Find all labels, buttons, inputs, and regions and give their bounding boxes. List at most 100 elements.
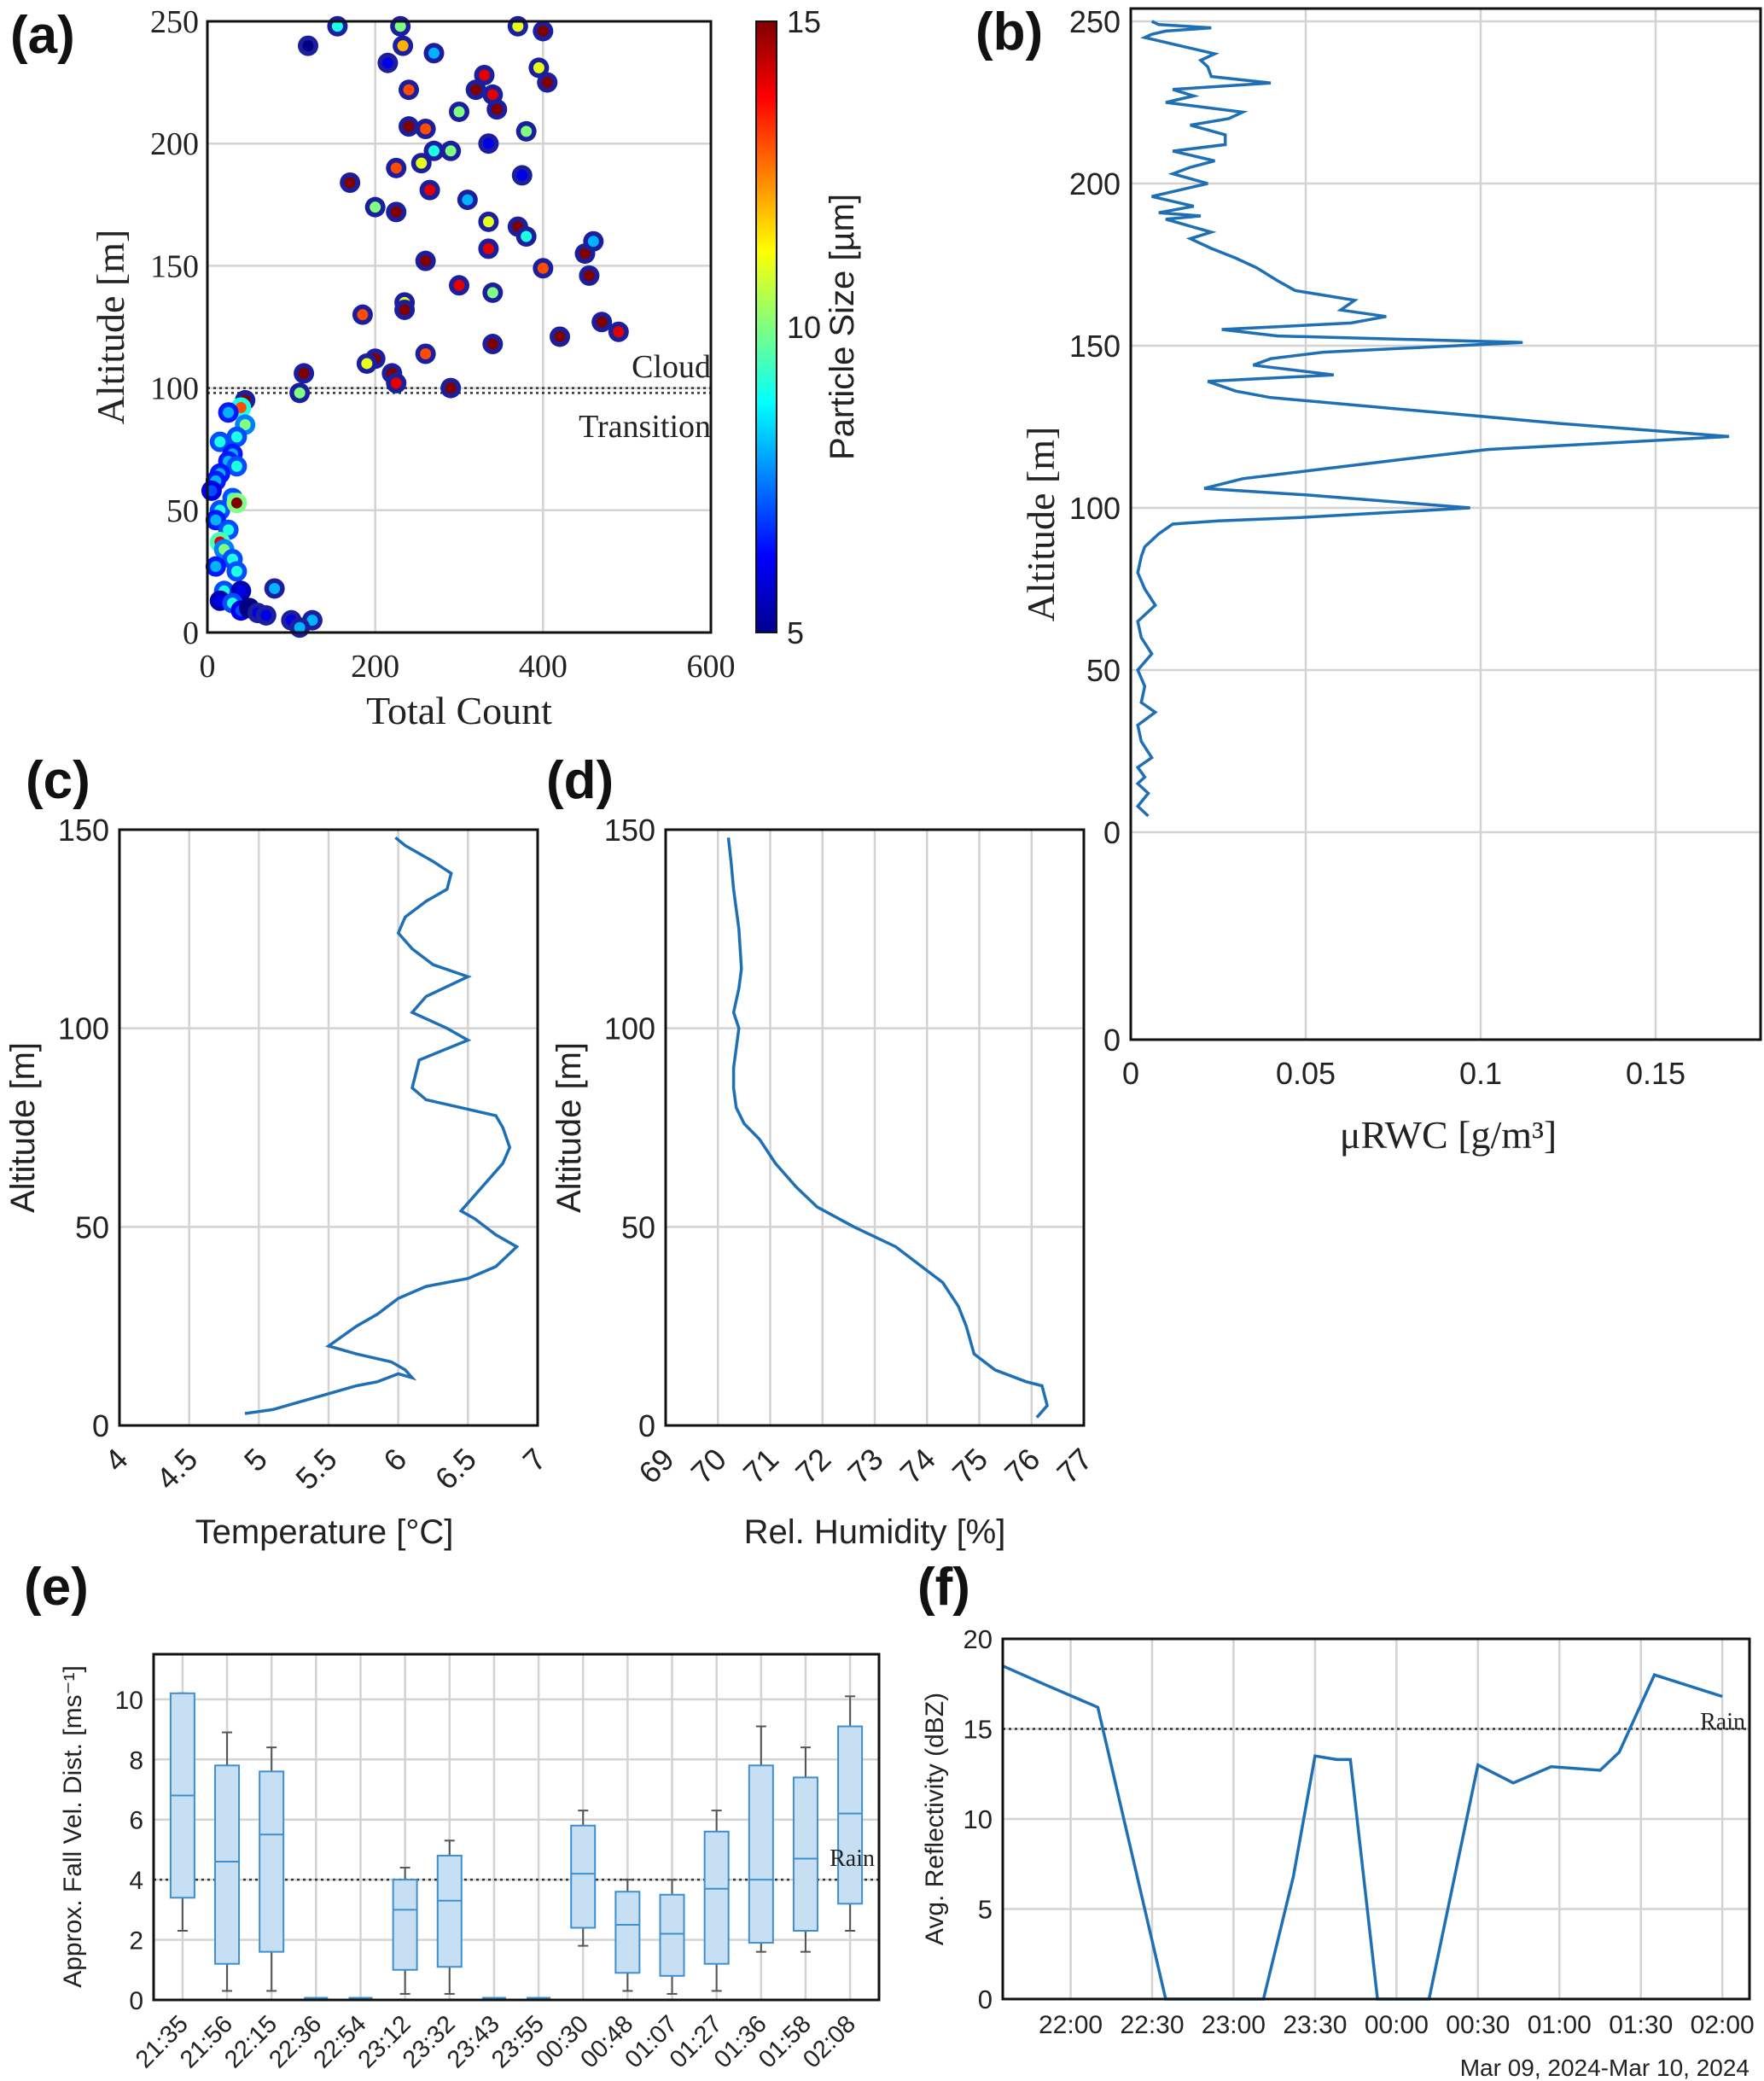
- scatter-point: [235, 585, 247, 597]
- x-tick-label: 7: [516, 1442, 553, 1478]
- panel-c: (c) 4 4.5 5 5.5 6 6.5 7 0 50 100 150 Temperature […: [4, 751, 553, 1551]
- panel-a-xlabel: Total Count: [366, 689, 552, 732]
- scatter-point: [453, 106, 465, 118]
- y-tick-label: 250: [150, 4, 199, 40]
- scatter-point: [269, 582, 281, 594]
- scatter-point: [428, 145, 440, 157]
- x-tick-label: 0.1: [1459, 1056, 1502, 1091]
- x-tick-label: 75: [946, 1442, 994, 1490]
- scatter-point: [397, 40, 409, 52]
- y-tick-label: 250: [1069, 4, 1121, 39]
- panel-f-ylabel: Avg. Reflectivity (dBZ): [921, 1693, 949, 1945]
- y-tick-label: 6: [129, 1807, 143, 1835]
- scatter-point: [403, 84, 415, 96]
- temperature-profile-line: [244, 836, 520, 1415]
- x-tick-label: 5: [237, 1442, 274, 1478]
- scatter-point: [294, 387, 306, 399]
- panel-e-axes: [152, 1653, 881, 2002]
- scatter-point: [579, 248, 591, 259]
- reflectivity-line: [1002, 1664, 1723, 2001]
- x-tick-label: 71: [736, 1442, 785, 1490]
- scatter-point: [357, 309, 369, 321]
- x-tick-label: 0.05: [1276, 1056, 1336, 1091]
- x-tick-label: 02:08: [798, 2010, 861, 2073]
- scatter-point: [390, 162, 402, 174]
- y-tick-label: 0: [1103, 1023, 1121, 1058]
- y-tick-label: 2: [129, 1927, 143, 1956]
- scatter-point: [294, 621, 306, 633]
- scatter-point: [390, 377, 402, 389]
- colorbar-tick-label: 10: [787, 310, 821, 345]
- scatter-point: [230, 565, 242, 577]
- y-tick-label: 4: [129, 1867, 143, 1895]
- rain-annotation-e: Rain: [830, 1845, 875, 1872]
- y-tick-label: 50: [75, 1210, 109, 1245]
- box: [837, 1725, 864, 1905]
- scatter-point: [512, 20, 524, 32]
- scatter-point: [344, 177, 356, 189]
- y-tick-label: 150: [150, 248, 199, 284]
- scatter-point: [516, 169, 528, 181]
- y-tick-label: 0: [129, 1987, 143, 2015]
- scatter-point: [541, 77, 553, 89]
- scatter-point: [486, 89, 498, 101]
- box: [748, 1764, 774, 1944]
- scatter-point: [206, 485, 218, 497]
- colorbar: [755, 20, 777, 633]
- scatter-point: [486, 287, 498, 299]
- y-tick-label: 50: [1086, 653, 1121, 688]
- x-tick-label: 200: [351, 649, 399, 685]
- x-tick-label: 72: [789, 1442, 837, 1490]
- x-tick-label: 76: [998, 1442, 1046, 1490]
- panel-c-axes: [118, 828, 539, 1427]
- x-tick-label: 23:30: [1283, 2011, 1347, 2039]
- x-tick-label: 77: [1050, 1442, 1098, 1490]
- scatter-point: [537, 262, 549, 274]
- panel-c-xlabel: Temperature [°C]: [195, 1513, 454, 1551]
- panel-f-axes: [1001, 1637, 1751, 2001]
- y-tick-label: 150: [58, 813, 109, 848]
- scatter-point: [394, 20, 406, 32]
- y-tick-label: 200: [1069, 166, 1121, 201]
- scatter-point: [331, 20, 343, 32]
- scatter-point: [613, 326, 625, 338]
- x-tick-label: 6.5: [428, 1442, 483, 1496]
- colorbar-tick-label: 5: [787, 615, 804, 650]
- scatter-point: [424, 184, 436, 196]
- scatter-point: [445, 382, 457, 394]
- panel-d-label: (d): [546, 751, 614, 810]
- scatter-point: [491, 103, 503, 115]
- y-tick-label: 50: [621, 1210, 655, 1245]
- scatter-point: [214, 436, 226, 448]
- scatter-point: [554, 330, 566, 342]
- transition-annotation: Transition: [579, 409, 711, 445]
- scatter-point: [230, 497, 242, 509]
- panel-d-axes: [664, 828, 1086, 1427]
- y-tick-label: 10: [115, 1687, 143, 1715]
- x-tick-label: 02:00: [1691, 2011, 1755, 2039]
- colorbar-label: Particle Size [µm]: [824, 194, 861, 460]
- x-tick-label: 6: [376, 1442, 413, 1478]
- panel-a: (a) 0 200 400 600 0 50 100 150 200 250 Cloud Tran…: [10, 4, 861, 732]
- scatter-point: [370, 201, 381, 213]
- panel-c-label: (c): [26, 751, 90, 810]
- box: [259, 1770, 285, 1953]
- scatter-point: [260, 609, 272, 621]
- panel-f: (f) 0 5 10 15 20 22:00 22:30 23:00 23:30 00:00 00:…: [917, 1558, 1755, 2081]
- scatter-point: [223, 406, 235, 418]
- scatter-point: [445, 145, 457, 157]
- panel-e-ylabel: Approx. Fall Vel. Dist. [ms⁻¹]: [59, 1665, 87, 1988]
- scatter-points: [201, 15, 629, 638]
- y-tick-label: 0: [1103, 815, 1121, 850]
- panel-b: (b) 0 0.05 0.1 0.15 0 50 100 150 200 250 0 μRWC [g…: [975, 3, 1762, 1157]
- y-tick-label: 10: [964, 1804, 993, 1834]
- scatter-point: [470, 84, 482, 96]
- box-plots: [169, 1692, 864, 2000]
- scatter-point: [306, 615, 318, 627]
- x-tick-label: 74: [894, 1442, 942, 1490]
- x-tick-label: 00:00: [1365, 2011, 1429, 2039]
- panel-d-xlabel: Rel. Humidity [%]: [744, 1513, 1006, 1551]
- y-tick-label: 100: [604, 1011, 655, 1046]
- panel-c-ylabel: Altitude [m]: [4, 1042, 42, 1213]
- y-tick-label: 100: [1069, 491, 1121, 526]
